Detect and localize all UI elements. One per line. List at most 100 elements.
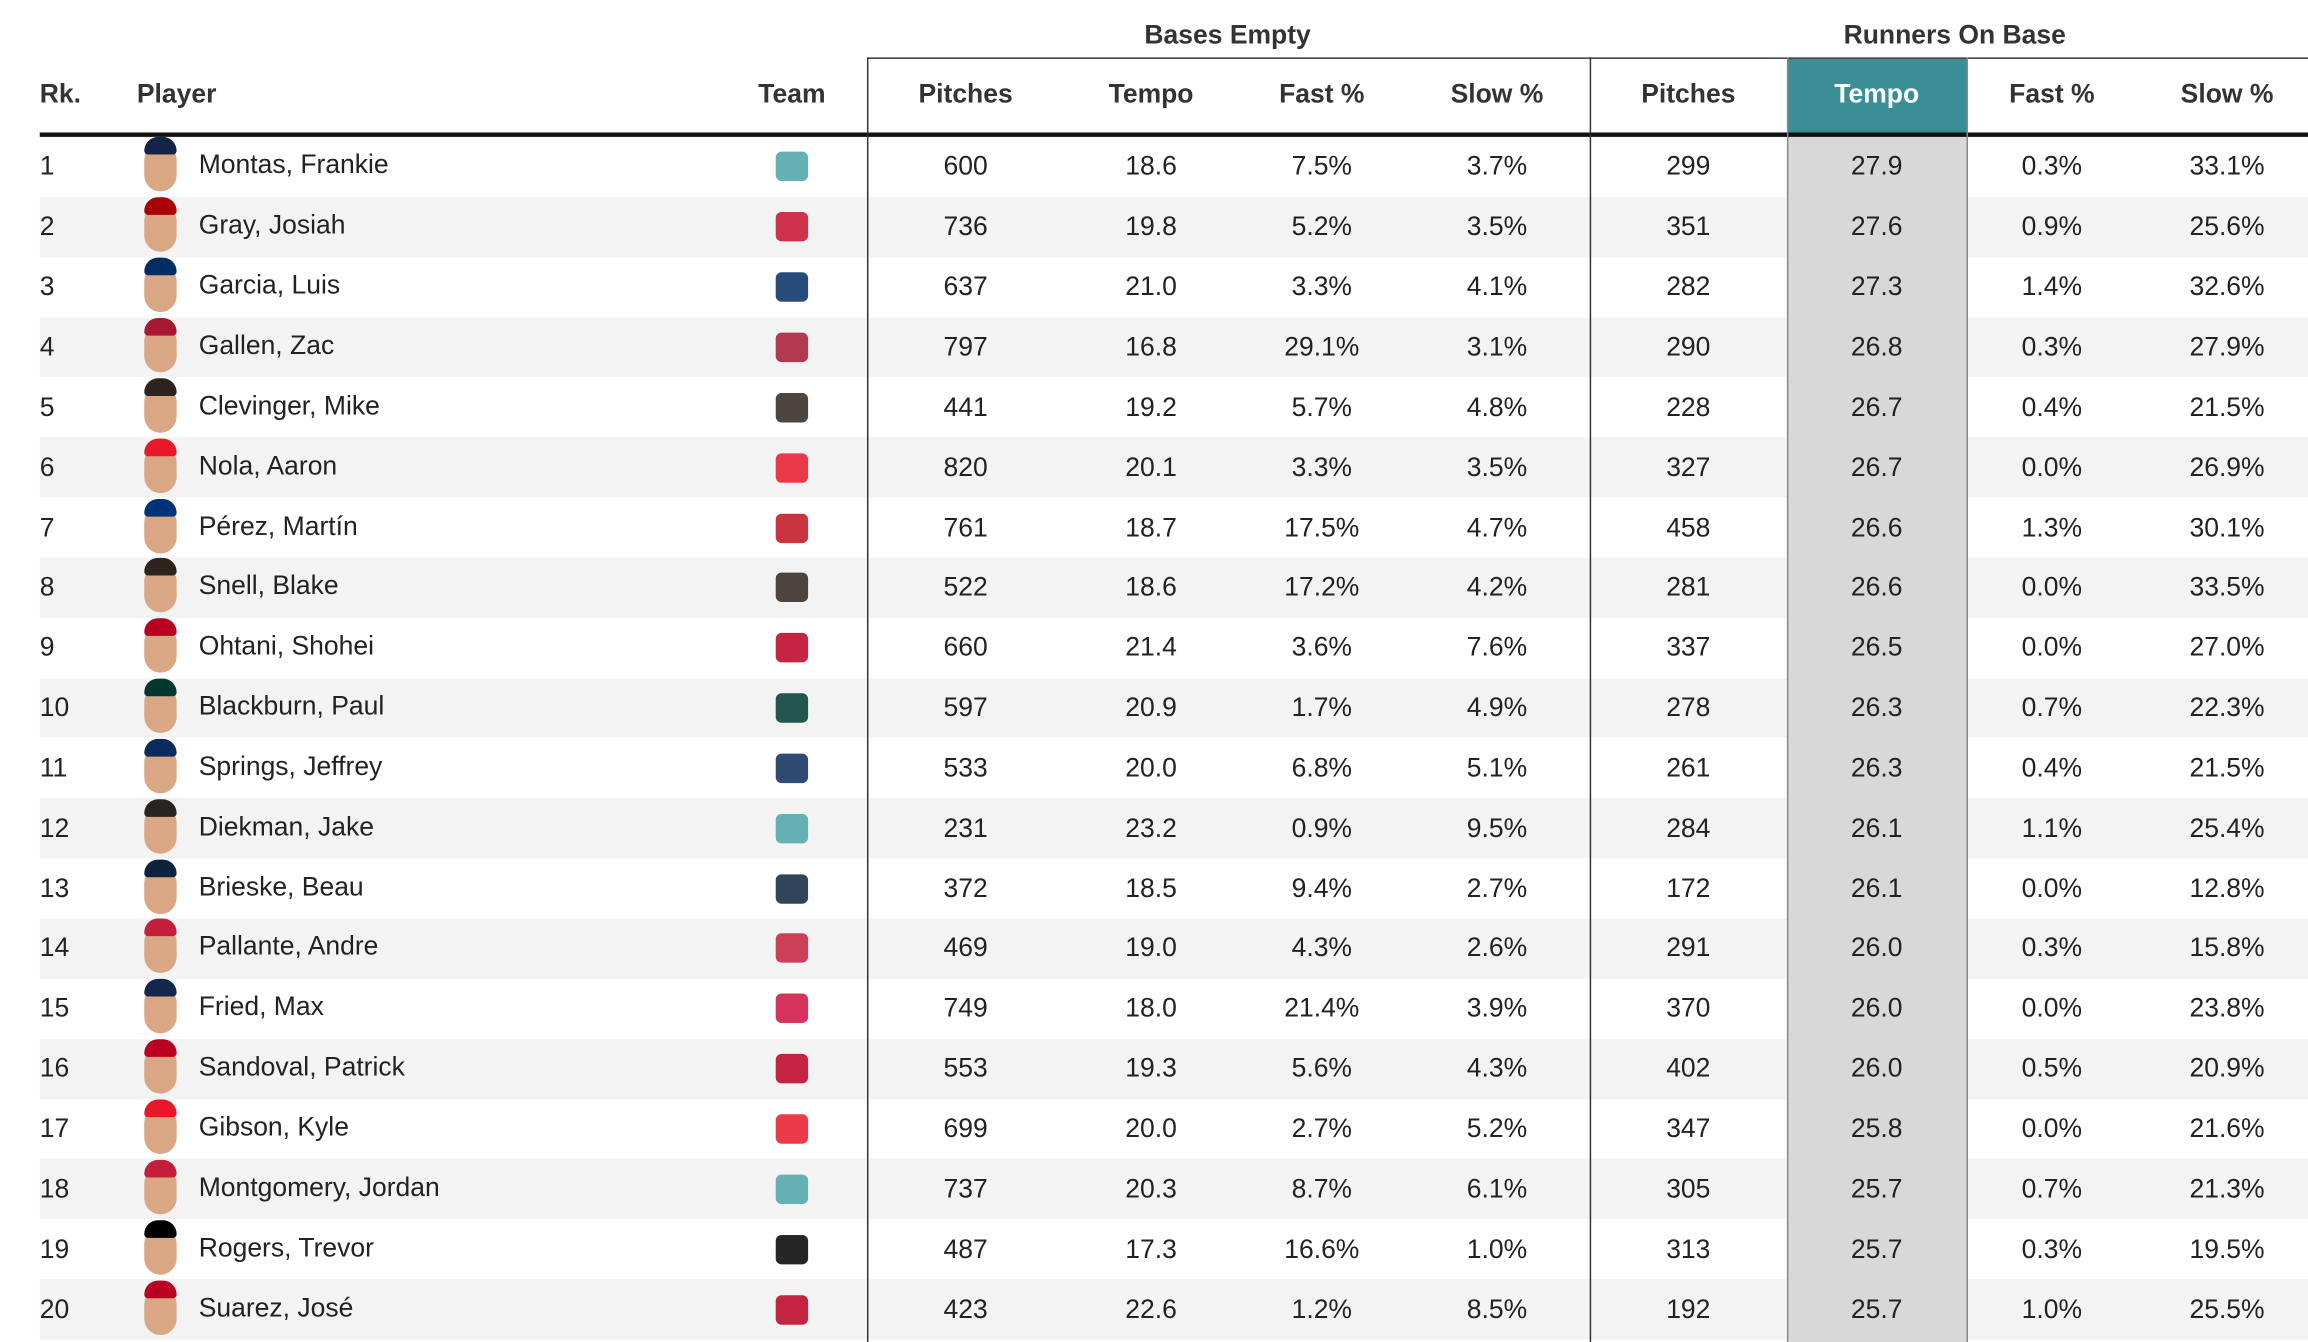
cell: 3.3% <box>1291 452 1352 482</box>
cell: 6.1% <box>1466 1173 1528 1204</box>
avatar-cap <box>144 798 177 817</box>
cell: 7.5% <box>1291 151 1352 181</box>
cell: 26.1 <box>1850 812 1903 843</box>
cell: 29.1% <box>1284 331 1360 362</box>
cell: 0.3% <box>2021 1233 2083 1264</box>
header-rule <box>39 132 2308 137</box>
avatar-cap <box>144 738 177 757</box>
avatar-cap <box>144 618 177 637</box>
cell: 27.9% <box>2189 331 2265 362</box>
cell: 27.6 <box>1850 211 1903 242</box>
cell: 8.7% <box>1291 1173 1352 1204</box>
cell: 9.5% <box>1466 812 1528 843</box>
cell: 261 <box>1666 752 1711 783</box>
cell: 0.3% <box>2021 331 2083 362</box>
rank: 15 <box>39 993 70 1023</box>
cell: 2.6% <box>1466 933 1528 963</box>
column-header: Tempo <box>1834 78 1920 109</box>
cell: 372 <box>943 873 988 903</box>
cell: 797 <box>943 331 988 362</box>
column-header: Fast % <box>2009 78 2095 109</box>
cell: 441 <box>943 391 988 422</box>
cell: 370 <box>1666 993 1711 1023</box>
avatar-cap <box>144 919 177 937</box>
cell: 22.6 <box>1125 1293 1177 1324</box>
avatar-cap <box>144 1159 177 1178</box>
cell: 4.1% <box>1466 271 1528 302</box>
cell: 17.2% <box>1284 572 1360 602</box>
column-header: Team <box>758 78 826 109</box>
cell: 553 <box>943 1053 988 1083</box>
player-name: Brieske, Beau <box>198 871 364 902</box>
cell: 21.6% <box>2189 1113 2265 1143</box>
cell: 0.9% <box>2021 211 2083 242</box>
cell: 351 <box>1666 211 1711 242</box>
cell: 0.5% <box>2021 1053 2083 1083</box>
cell: 25.7 <box>1850 1233 1903 1264</box>
player-name: Blackburn, Paul <box>198 691 385 721</box>
team-logo <box>775 452 809 483</box>
cell: 313 <box>1666 1233 1711 1264</box>
cell: 18.6 <box>1125 151 1177 181</box>
cell: 1.2% <box>1291 1293 1352 1324</box>
player-name: Garcia, Luis <box>198 270 341 300</box>
player-name: Fried, Max <box>198 991 324 1022</box>
cell: 0.3% <box>2021 933 2083 963</box>
divider <box>866 57 869 1342</box>
cell: 25.7 <box>1850 1293 1903 1324</box>
team-logo <box>775 693 809 723</box>
cell: 20.1 <box>1125 452 1177 482</box>
team-logo <box>775 1174 809 1204</box>
team-logo <box>775 1294 809 1325</box>
cell: 20.3 <box>1125 1173 1177 1204</box>
avatar-cap <box>144 498 177 516</box>
rank: 14 <box>39 933 70 963</box>
cell: 20.9% <box>2189 1053 2265 1083</box>
column-header: Pitches <box>1641 78 1736 109</box>
cell: 19.2 <box>1125 391 1177 422</box>
cell: 26.5 <box>1850 632 1903 662</box>
cell: 290 <box>1666 331 1711 362</box>
cell: 22.3% <box>2189 692 2265 723</box>
rank: 12 <box>39 812 70 843</box>
avatar-cap <box>144 257 177 276</box>
cell: 27.9 <box>1850 151 1903 181</box>
avatar-cap <box>144 1039 177 1058</box>
cell: 21.4 <box>1125 632 1177 662</box>
column-header: Pitches <box>918 78 1013 109</box>
cell: 5.6% <box>1291 1053 1352 1083</box>
cell: 1.4% <box>2021 271 2083 302</box>
player-name: Rogers, Trevor <box>198 1232 374 1262</box>
cell: 1.1% <box>2021 812 2083 843</box>
cell: 0.0% <box>2021 452 2083 482</box>
cell: 749 <box>943 993 988 1023</box>
cell: 4.3% <box>1466 1053 1528 1083</box>
avatar-cap <box>144 678 177 697</box>
cell: 1.7% <box>1291 692 1352 723</box>
cell: 327 <box>1666 452 1711 482</box>
cell: 3.7% <box>1466 151 1528 181</box>
cell: 458 <box>1666 512 1711 542</box>
cell: 26.0 <box>1850 1053 1903 1083</box>
cell: 26.6 <box>1850 512 1903 542</box>
cell: 337 <box>1666 632 1711 662</box>
group-header: Bases Empty <box>1144 19 1311 50</box>
player-name: Clevinger, Mike <box>198 390 380 420</box>
avatar-cap <box>144 438 177 456</box>
highlight-header <box>1786 58 1967 134</box>
cell: 26.3 <box>1850 692 1903 723</box>
cell: 231 <box>943 812 988 843</box>
avatar-cap <box>144 558 177 577</box>
cell: 25.6% <box>2189 211 2265 242</box>
cell: 281 <box>1666 572 1711 602</box>
cell: 5.2% <box>1291 211 1352 242</box>
cell: 23.8% <box>2189 993 2265 1023</box>
cell: 20.0 <box>1125 1113 1177 1143</box>
cell: 4.9% <box>1466 692 1528 723</box>
column-header: Slow % <box>2180 78 2274 109</box>
cell: 20.0 <box>1125 752 1177 783</box>
divider <box>1966 57 1968 1342</box>
player-name: Montgomery, Jordan <box>198 1172 440 1202</box>
cell: 26.3 <box>1850 752 1903 783</box>
cell: 1.0% <box>1466 1233 1528 1264</box>
